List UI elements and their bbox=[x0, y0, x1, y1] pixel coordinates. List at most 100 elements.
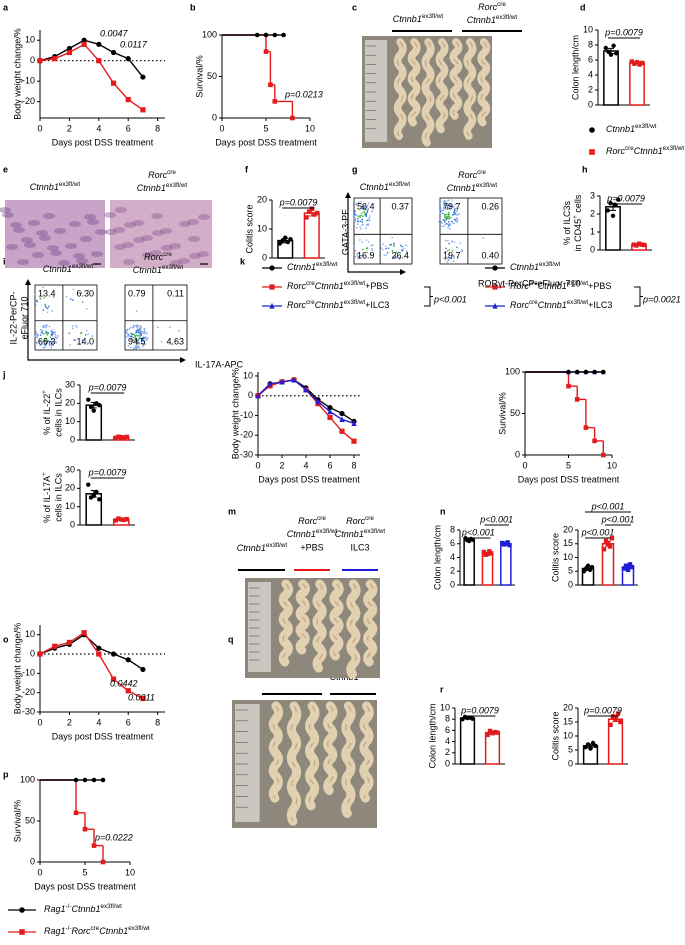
text-part: in CD45 bbox=[573, 219, 583, 252]
marker bbox=[66, 45, 73, 52]
y-tick-label: 0 bbox=[568, 579, 573, 589]
event-dot bbox=[444, 250, 447, 253]
event-dot bbox=[51, 341, 53, 343]
text-part: cre bbox=[306, 280, 315, 287]
marker bbox=[94, 489, 99, 495]
event-dot bbox=[447, 256, 450, 258]
marker bbox=[589, 564, 595, 570]
tissue bbox=[39, 235, 51, 241]
tissue bbox=[124, 222, 136, 228]
marker bbox=[339, 416, 345, 423]
event-marker bbox=[100, 777, 106, 783]
panel-letter: f bbox=[245, 164, 249, 174]
y-tick-label: 20 bbox=[257, 194, 267, 204]
text-part: Ctnnb1 bbox=[335, 529, 364, 539]
tissue bbox=[189, 253, 201, 259]
event-dot bbox=[137, 341, 140, 344]
marker bbox=[116, 516, 121, 521]
marker bbox=[607, 544, 613, 549]
tissue bbox=[76, 258, 88, 264]
tissue bbox=[187, 219, 199, 225]
marker bbox=[634, 60, 640, 65]
event-dot bbox=[459, 242, 462, 244]
x-tick-label: 0 bbox=[37, 867, 42, 877]
y-tick-label: -20 bbox=[22, 96, 35, 106]
y-axis-label: eFluor 710 bbox=[19, 296, 29, 339]
legend-label: RorccreCtnnb1ex3fl/wt+PBS bbox=[510, 280, 611, 292]
event-dot bbox=[451, 222, 454, 224]
arrow-head bbox=[345, 192, 351, 198]
p-value: p<0.001 bbox=[601, 514, 635, 524]
event-dot bbox=[138, 347, 141, 349]
event-dot bbox=[130, 335, 133, 337]
panel-letter: e bbox=[3, 164, 8, 174]
p-value: p=0.0079 bbox=[583, 705, 622, 715]
marker bbox=[125, 56, 131, 62]
event-dot bbox=[132, 347, 135, 350]
p-value: p=0.0079 bbox=[604, 27, 643, 37]
event-dot bbox=[42, 346, 45, 349]
event-dot bbox=[439, 208, 442, 211]
y-tick-label: 4 bbox=[450, 552, 455, 562]
marker bbox=[97, 497, 102, 502]
quadrant-value: 0.11 bbox=[167, 288, 184, 298]
text-part: Rorc bbox=[71, 926, 91, 936]
event-dot bbox=[44, 303, 46, 306]
text-part: ex3fl/wt bbox=[344, 299, 366, 306]
quadrant-value: 4.63 bbox=[166, 336, 184, 346]
y-axis-label: Survival/% bbox=[497, 392, 507, 435]
event-dot bbox=[134, 335, 137, 337]
y-tick-label: 0 bbox=[30, 856, 35, 866]
text-part: cre bbox=[163, 251, 172, 258]
event-dot bbox=[48, 344, 51, 347]
legend-label: Ctnnb1ex3fl/wt bbox=[510, 261, 561, 273]
tissue bbox=[17, 259, 29, 265]
event-dot bbox=[49, 336, 52, 339]
event-dot bbox=[51, 343, 53, 346]
event-dot bbox=[369, 215, 371, 217]
marker bbox=[277, 241, 283, 246]
event-dot bbox=[145, 339, 148, 342]
text-part: % of IL-22 bbox=[42, 394, 52, 435]
event-dot bbox=[49, 343, 51, 345]
quadrant-value: 19.7 bbox=[443, 250, 461, 260]
x-tick-label: 8 bbox=[155, 717, 160, 727]
text-suffix: +PBS bbox=[365, 281, 388, 291]
colon bbox=[477, 38, 491, 127]
group-label: Ctnnb1ex3fl/wt bbox=[237, 542, 288, 554]
event-dot bbox=[402, 247, 405, 250]
marker bbox=[52, 56, 58, 62]
p-value: p<0.001 bbox=[581, 527, 615, 537]
event-dot bbox=[75, 324, 78, 327]
marker bbox=[81, 41, 87, 47]
event-dot bbox=[48, 325, 51, 328]
flow-plot bbox=[124, 284, 188, 351]
event-dot bbox=[447, 217, 450, 219]
event-dot bbox=[132, 339, 134, 341]
y-axis-label: Colitis score bbox=[244, 204, 254, 253]
event-dot bbox=[460, 248, 463, 251]
event-dot bbox=[128, 327, 131, 330]
event-dot bbox=[368, 219, 371, 222]
y-tick-label: 20 bbox=[65, 398, 75, 408]
event-dot bbox=[393, 243, 395, 246]
event-dot bbox=[361, 219, 364, 221]
marker bbox=[314, 210, 320, 216]
event-dot bbox=[444, 221, 446, 223]
event-dot bbox=[447, 227, 449, 229]
marker bbox=[283, 235, 288, 240]
y-tick-label: 8 bbox=[445, 714, 450, 724]
event-dot bbox=[439, 212, 442, 215]
y-tick-label: 3 bbox=[590, 190, 595, 200]
event-dot bbox=[446, 261, 449, 263]
arrow-head bbox=[400, 269, 406, 275]
event-marker bbox=[601, 369, 606, 375]
tissue bbox=[114, 244, 126, 250]
event-dot bbox=[145, 338, 148, 340]
event-dot bbox=[364, 204, 367, 207]
event-marker bbox=[263, 32, 269, 38]
y-axis-label: Colitis score bbox=[550, 711, 560, 760]
event-dot bbox=[39, 297, 42, 300]
event-dot bbox=[137, 340, 139, 342]
event-dot bbox=[461, 249, 464, 252]
